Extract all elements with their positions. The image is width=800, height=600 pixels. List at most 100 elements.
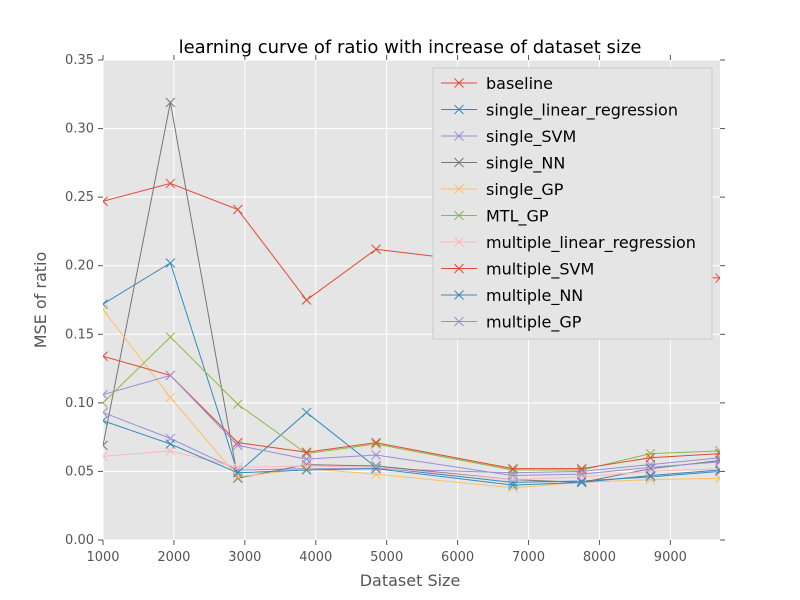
legend-marker — [454, 184, 464, 194]
data-point — [508, 470, 518, 481]
data-point — [165, 332, 176, 342]
data-point — [165, 446, 176, 456]
data-point — [715, 273, 720, 283]
data-point — [371, 244, 381, 255]
y-tick-label: 0.30 — [65, 122, 94, 137]
y-tick-label: 0.35 — [65, 53, 94, 68]
data-point — [645, 452, 656, 463]
legend-marker — [454, 210, 464, 221]
data-point — [232, 440, 243, 451]
data-point — [301, 465, 312, 475]
data-point — [645, 474, 656, 485]
chart-title: learning curve of ratio with increase of… — [179, 37, 642, 58]
data-point — [576, 465, 587, 475]
series-multiple_GP — [103, 370, 720, 481]
data-point — [508, 480, 518, 490]
data-point — [508, 463, 518, 474]
x-axis-title: Dataset Size — [360, 571, 461, 590]
x-tick-label: 4000 — [299, 550, 332, 565]
legend-label: multiple_SVM — [486, 260, 594, 280]
data-point — [715, 455, 720, 466]
data-point — [645, 462, 656, 473]
data-point — [301, 447, 312, 458]
legend-label: multiple_linear_regression — [486, 233, 696, 253]
x-tick-label: 8000 — [583, 550, 616, 565]
data-point — [165, 370, 176, 381]
data-point — [301, 461, 312, 471]
x-tick-label: 9000 — [654, 550, 687, 565]
x-tick-label: 7000 — [512, 550, 545, 565]
legend-item: single_GP — [441, 180, 564, 200]
legend-item: single_linear_regression — [441, 101, 678, 121]
data-point — [301, 407, 312, 418]
legend-marker — [454, 237, 464, 247]
legend-marker — [454, 157, 464, 168]
data-point — [715, 456, 720, 467]
x-tick-label: 2000 — [157, 550, 190, 565]
data-point — [165, 97, 176, 108]
legend-item: baseline — [441, 74, 553, 93]
legend-box — [432, 67, 713, 340]
data-point — [165, 392, 176, 403]
data-point — [715, 473, 720, 484]
legend-label: single_GP — [486, 180, 564, 200]
legend-label: single_linear_regression — [486, 101, 678, 121]
legend-label: multiple_NN — [486, 286, 583, 306]
data-point — [103, 196, 108, 207]
tick-marks — [98, 55, 725, 545]
legend-item: multiple_SVM — [441, 260, 594, 280]
legend-marker — [454, 263, 464, 274]
data-point — [165, 439, 176, 449]
data-point — [371, 462, 381, 473]
y-tick-label: 0.15 — [65, 327, 94, 342]
y-tick-label: 0.00 — [65, 533, 94, 548]
series-group — [103, 97, 720, 493]
data-point — [232, 467, 243, 478]
data-point — [103, 451, 108, 462]
data-point — [103, 304, 108, 315]
legend-item: MTL_GP — [441, 207, 549, 227]
legend-item: multiple_NN — [441, 286, 583, 306]
data-point — [576, 469, 587, 480]
data-point — [645, 470, 656, 481]
legend-marker — [454, 78, 464, 88]
y-tick-label: 0.05 — [65, 464, 94, 479]
legend-label: MTL_GP — [486, 207, 549, 227]
data-point — [715, 463, 720, 474]
legend-label: single_NN — [486, 154, 565, 174]
series-multiple_NN — [103, 415, 720, 490]
x-tick-label: 1000 — [86, 550, 119, 565]
y-tick-label: 0.10 — [65, 396, 94, 411]
data-point — [103, 440, 108, 451]
data-point — [715, 448, 720, 459]
data-point — [165, 178, 176, 189]
data-point — [165, 258, 176, 268]
data-point — [371, 437, 381, 448]
legend: baseline single_linear_regression single_S… — [432, 67, 713, 340]
data-point — [103, 407, 108, 418]
legend-label: multiple_GP — [486, 313, 582, 333]
data-point — [301, 295, 312, 305]
data-point — [232, 472, 243, 482]
legend-label: baseline — [486, 74, 553, 93]
y-axis-title: MSE of ratio — [31, 252, 50, 349]
data-point — [371, 439, 381, 449]
legend-marker — [454, 290, 464, 300]
data-point — [103, 351, 108, 362]
data-point — [103, 389, 108, 400]
y-tick-label: 0.20 — [65, 259, 94, 274]
data-point — [576, 477, 587, 488]
legend-marker — [454, 131, 464, 141]
data-point — [371, 463, 381, 474]
data-point — [232, 204, 243, 215]
data-point — [715, 465, 720, 475]
data-point — [645, 466, 656, 477]
legend-item: single_SVM — [441, 127, 576, 147]
data-point — [103, 398, 108, 408]
data-point — [232, 399, 243, 410]
x-tick-label: 6000 — [441, 550, 474, 565]
x-tick-label: 5000 — [370, 550, 403, 565]
data-point — [301, 454, 312, 464]
legend-item: multiple_linear_regression — [441, 233, 696, 253]
